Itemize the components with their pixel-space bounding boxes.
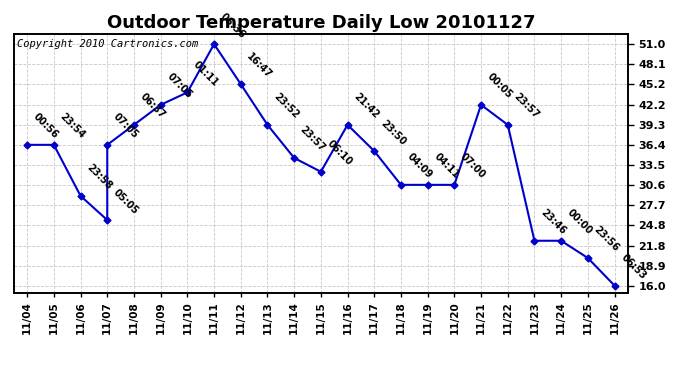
Text: 23:52: 23:52 bbox=[272, 92, 301, 121]
Text: 23:56: 23:56 bbox=[592, 225, 621, 254]
Text: 23:54: 23:54 bbox=[58, 112, 87, 141]
Text: 23:46: 23:46 bbox=[539, 208, 568, 237]
Text: 06:53: 06:53 bbox=[619, 252, 648, 281]
Text: 16:47: 16:47 bbox=[245, 51, 274, 80]
Text: 06:36: 06:36 bbox=[218, 11, 247, 40]
Title: Outdoor Temperature Daily Low 20101127: Outdoor Temperature Daily Low 20101127 bbox=[106, 14, 535, 32]
Text: 07:05: 07:05 bbox=[111, 112, 140, 141]
Text: 23:50: 23:50 bbox=[378, 118, 407, 147]
Text: 01:11: 01:11 bbox=[192, 59, 221, 88]
Text: 00:05: 00:05 bbox=[485, 72, 514, 100]
Text: 07:00: 07:00 bbox=[459, 152, 488, 181]
Text: 06:10: 06:10 bbox=[325, 139, 354, 168]
Text: 23:58: 23:58 bbox=[85, 163, 114, 192]
Text: 06:37: 06:37 bbox=[138, 92, 167, 121]
Text: 04:09: 04:09 bbox=[405, 152, 434, 181]
Text: Copyright 2010 Cartronics.com: Copyright 2010 Cartronics.com bbox=[17, 39, 198, 49]
Text: 23:57: 23:57 bbox=[512, 92, 541, 121]
Text: 05:05: 05:05 bbox=[111, 187, 140, 216]
Text: 04:11: 04:11 bbox=[432, 152, 461, 181]
Text: 23:57: 23:57 bbox=[298, 125, 327, 154]
Text: 07:05: 07:05 bbox=[165, 72, 194, 100]
Text: 00:56: 00:56 bbox=[31, 112, 60, 141]
Text: 21:42: 21:42 bbox=[352, 92, 381, 121]
Text: 00:00: 00:00 bbox=[565, 208, 594, 237]
